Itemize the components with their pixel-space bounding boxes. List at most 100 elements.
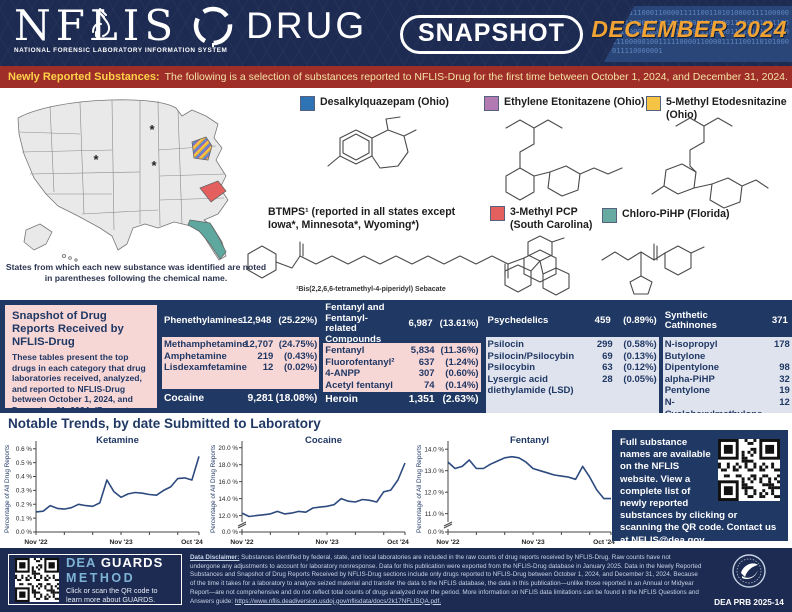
table-row: Amphetamine 219 (0.43%)	[164, 350, 318, 362]
data-disclaimer: Data Disclaimer: Substances identified b…	[190, 554, 702, 605]
table-row: Fentanyl 5,834 (11.36%)	[325, 345, 479, 357]
svg-text:Ketamine: Ketamine	[96, 435, 139, 446]
svg-text:0.1 %: 0.1 %	[16, 515, 33, 522]
table-row: Psilocin 299 (0.58%)	[487, 339, 657, 350]
svg-text:*: *	[151, 158, 157, 173]
legend-swatch-blue	[300, 96, 315, 111]
svg-text:0.6 %: 0.6 %	[16, 446, 33, 453]
drug-reports-table: Snapshot of Drug Reports Received by NFL…	[0, 300, 792, 436]
svg-text:Cocaine: Cocaine	[305, 435, 342, 446]
svg-text:16.0 %: 16.0 %	[218, 479, 238, 486]
substance-chloro-pihp: Chloro-PiHP (Florida)	[602, 208, 768, 223]
cocaine-chart: Cocaine Percentage of All Drug Reports 12.…	[210, 435, 409, 546]
guards-qr-code[interactable]	[15, 557, 59, 602]
svg-text:0.5 %: 0.5 %	[16, 460, 33, 467]
svg-text:Percentage of All Drug Reports: Percentage of All Drug Reports	[416, 445, 423, 533]
svg-text:Nov '22: Nov '22	[436, 539, 460, 546]
svg-text:Nov '23: Nov '23	[521, 539, 545, 546]
substance-ethylene-etonitazene: Ethylene Etonitazene (Ohio)	[484, 96, 652, 111]
table-left-half: Phenethylamines 12,948 (25.22%) Methamph…	[162, 302, 481, 408]
svg-text:0.3 %: 0.3 %	[16, 488, 33, 495]
header: NFLIS DRUG NATIONAL FORENSIC LABORATORY …	[0, 0, 792, 66]
svg-text:Oct '24: Oct '24	[387, 539, 409, 546]
svg-text:Percentage of All Drug Reports: Percentage of All Drug Reports	[4, 445, 11, 533]
svg-text:14.0 %: 14.0 %	[424, 446, 444, 453]
nflis-email-link[interactable]: NFLIS@dea.gov	[631, 534, 704, 546]
disclaimer-link[interactable]: https://www.nflis.deadiversion.usdoj.gov…	[234, 597, 441, 605]
svg-text:Nov '22: Nov '22	[24, 539, 48, 546]
svg-text:0.2 %: 0.2 %	[16, 501, 33, 508]
svg-text:Nov '23: Nov '23	[315, 539, 339, 546]
microscope-icon	[91, 8, 111, 40]
table-title: Snapshot of Drug Reports Received by NFL…	[12, 310, 124, 348]
doj-seal-icon	[732, 554, 766, 588]
us-map: * * *	[17, 99, 229, 262]
btmps-footnote: ¹Bis(2,2,6,6-tetramethyl-4-piperidyl) Se…	[296, 286, 446, 293]
prb-number: DEA PRB 2025-14	[714, 597, 784, 607]
svg-text:Oct '24: Oct '24	[181, 539, 203, 546]
trends-heading: Notable Trends, by date Submitted to Lab…	[8, 416, 321, 431]
binary-texture: 1001111000110000111110011010100001111000…	[612, 9, 790, 55]
category-header: Phenethylamines	[164, 314, 243, 326]
svg-text:20.0 %: 20.0 %	[218, 445, 238, 452]
category-heroin: Heroin 1,351 (2.63%)	[325, 394, 479, 406]
category-header: Synthetic Cathinones	[664, 309, 717, 331]
svg-text:Nov '23: Nov '23	[109, 539, 133, 546]
category-phenethylamines: Phenethylamines 12,948 (25.22%) Methamph…	[162, 305, 320, 408]
trends-section: Notable Trends, by date Submitted to Lab…	[0, 413, 792, 548]
chemical-structure-chloro-pihp	[601, 243, 705, 295]
map-caption: States from which each new substance was…	[5, 262, 267, 283]
svg-text:*: *	[149, 122, 155, 137]
ketamine-chart: Ketamine Percentage of All Drug Reports 0.…	[4, 435, 203, 546]
substance-desalkylquazepam: Desalkylquazepam (Ohio)	[300, 96, 478, 111]
chemical-structure-ethylene-etonitazene	[505, 119, 623, 201]
svg-text:Percentage of All Drug Reports: Percentage of All Drug Reports	[210, 445, 217, 533]
category-psychedelics: Psychedelics 459 (0.89%) Psilocin 299 (0.5…	[485, 305, 659, 421]
newly-reported-banner: Newly Reported Substances: The following…	[0, 66, 792, 88]
chemical-structure-5-methyl-etodesnitazine	[651, 117, 769, 209]
banner-label: Newly Reported Substances:	[8, 71, 160, 83]
issue-date: DECEMBER 2024	[591, 16, 787, 42]
issue-panel: 1001111000110000111110011010100001111000…	[604, 6, 792, 62]
table-row: Psilocin/Psilocybin 69 (0.13%)	[487, 350, 657, 362]
nflis-logo-text: NFLIS	[14, 1, 179, 50]
svg-text:0.0 %: 0.0 %	[222, 529, 239, 536]
map-state-florida	[187, 219, 227, 260]
banner-text: The following is a selection of substanc…	[164, 71, 788, 83]
category-synthetic-cathinones: Synthetic Cathinones 371 (0.72%) N-isopr…	[662, 305, 792, 421]
table-row: Psilocybin 63 (0.12%)	[487, 362, 657, 374]
substance-3-methyl-pcp: 3-Methyl PCP (South Carolina)	[490, 206, 606, 231]
substance-5-methyl-etodesnitazine: 5-Methyl Etodesnitazine (Ohio)	[646, 96, 790, 121]
map-state-borders	[18, 99, 225, 231]
map-asterisks: * * *	[93, 122, 157, 173]
category-header: Psychedelics	[487, 314, 549, 326]
category-header: Fentanyl and Fentanyl-related Compounds	[325, 302, 385, 345]
legend-swatch-teal	[602, 208, 617, 223]
table-intro-panel: Snapshot of Drug Reports Received by NFL…	[5, 305, 157, 436]
svg-text:Fentanyl: Fentanyl	[510, 435, 549, 446]
nflis-logo: NFLIS DRUG NATIONAL FORENSIC LABORATORY …	[14, 1, 368, 55]
map-state-south-carolina	[199, 180, 227, 203]
table-row: 4-ANPP 307 (0.60%)	[325, 368, 479, 380]
legend-swatch-red	[490, 206, 505, 221]
nflis-logo-subtitle: NATIONAL FORENSIC LABORATORY INFORMATION…	[14, 47, 228, 54]
table-row: Lisdexamfetamine 12 (0.02%)	[164, 362, 318, 374]
doj-seal-block: DEA PRB 2025-14	[712, 551, 786, 607]
svg-text:0.0 %: 0.0 %	[428, 529, 445, 536]
svg-text:Oct '24: Oct '24	[593, 539, 615, 546]
svg-text:Nov '22: Nov '22	[230, 539, 254, 546]
svg-text:12.0 %: 12.0 %	[424, 489, 444, 496]
svg-text:18.0 %: 18.0 %	[218, 462, 238, 469]
drug-logo-text: DRUG	[246, 5, 368, 46]
nflis-qr-code[interactable]	[718, 439, 780, 501]
footer: DEA GUARDS METHOD Click or scan the QR c…	[0, 548, 792, 612]
legend-swatch-purple	[484, 96, 499, 111]
chemical-structure-3-methyl-pcp	[504, 235, 570, 296]
lab-badge-icon	[193, 6, 233, 47]
table-row: Acetyl fentanyl 74 (0.14%)	[325, 380, 479, 392]
svg-text:*: *	[93, 152, 99, 167]
